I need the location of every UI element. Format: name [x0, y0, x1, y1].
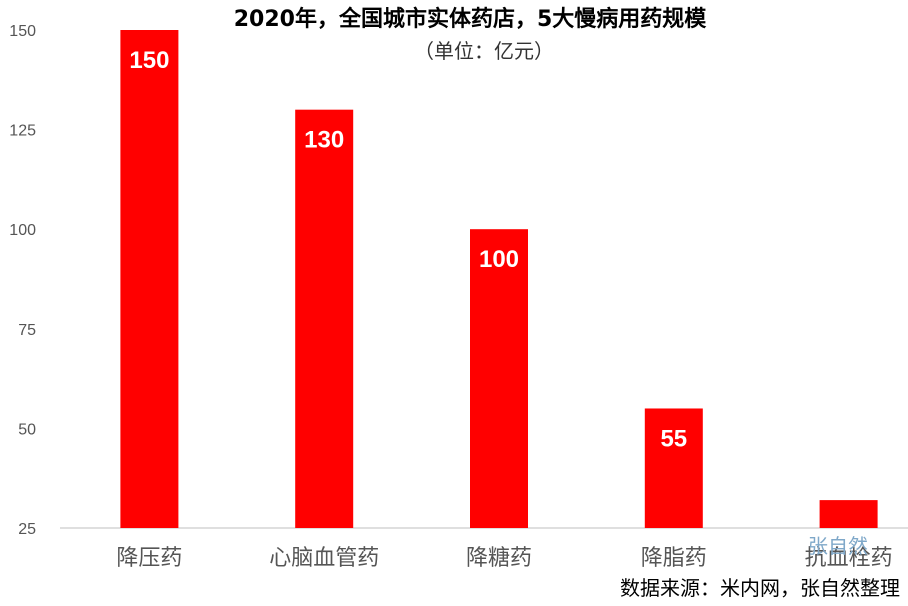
y-tick-label: 100 [9, 222, 36, 239]
y-axis-ticks: 25 50 75 100 125 150 [9, 23, 36, 538]
bar [120, 30, 179, 528]
x-category-label: 降糖药 [466, 546, 532, 571]
y-tick-label: 75 [18, 322, 36, 339]
y-tick-label: 25 [18, 521, 36, 538]
x-axis-categories: 降压药 心脑血管药 降糖药 降脂药 抗血栓药 [116, 546, 892, 571]
bar [470, 229, 528, 528]
x-category-label: 降压药 [116, 546, 182, 571]
bar-value-label: 130 [304, 127, 344, 154]
chart-title: 2020年，全国城市实体药店，5大慢病用药规模 [234, 6, 708, 32]
y-tick-label: 50 [18, 421, 36, 438]
x-category-label: 降脂药 [641, 546, 707, 571]
bar [644, 408, 703, 528]
bar-value-label: 100 [479, 246, 519, 273]
y-tick-label: 125 [9, 123, 36, 140]
bar-value-label: 55 [660, 425, 687, 452]
bar [819, 500, 878, 528]
bar-value-label: 150 [129, 47, 169, 74]
x-category-label: 心脑血管药 [269, 546, 379, 571]
x-category-label: 抗血栓药 [805, 546, 893, 571]
chart-subtitle: （单位：亿元） [414, 39, 554, 63]
watermark-text: 张自然 [808, 534, 868, 558]
bars: 150 130 100 55 [120, 30, 878, 529]
bar [295, 109, 354, 529]
y-tick-label: 150 [9, 23, 36, 40]
source-note: 数据来源：米内网，张自然整理 [620, 576, 900, 600]
